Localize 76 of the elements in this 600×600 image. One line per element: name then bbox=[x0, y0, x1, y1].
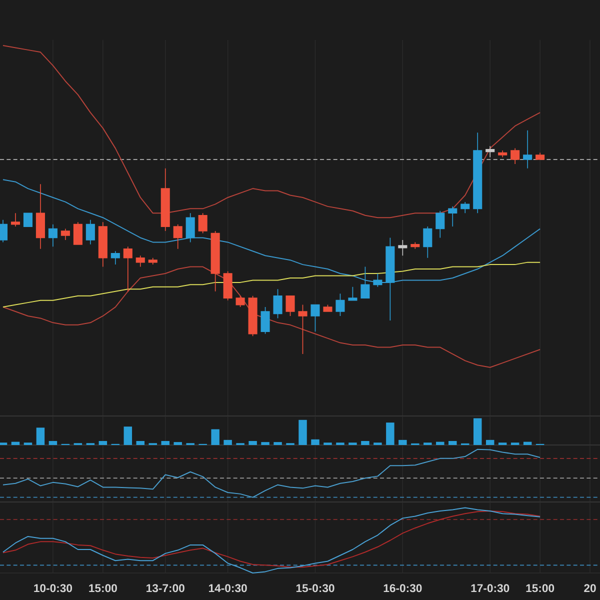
candlestick bbox=[486, 146, 495, 158]
bar bbox=[124, 426, 132, 445]
candlestick bbox=[173, 224, 182, 250]
candlestick bbox=[298, 304, 308, 354]
candlestick bbox=[410, 242, 420, 250]
bar bbox=[486, 440, 494, 445]
bar bbox=[48, 440, 58, 445]
candlestick bbox=[123, 246, 132, 292]
bar bbox=[136, 440, 145, 445]
candlestick bbox=[260, 306, 270, 334]
candlestick bbox=[286, 295, 295, 316]
candlestick bbox=[436, 210, 445, 238]
bar bbox=[174, 442, 182, 445]
candlestick bbox=[248, 295, 258, 336]
candlestick bbox=[23, 212, 32, 227]
x-tick-label: 15-0:30 bbox=[296, 584, 334, 592]
candlestick bbox=[336, 293, 345, 316]
bar bbox=[311, 439, 320, 445]
candlestick bbox=[110, 250, 120, 265]
candlestick bbox=[273, 288, 282, 319]
candlestick bbox=[0, 219, 8, 243]
candlestick bbox=[36, 184, 45, 250]
x-tick-label: 15:00 bbox=[526, 584, 554, 592]
candlestick bbox=[460, 202, 470, 214]
candlestick bbox=[60, 228, 70, 240]
bar bbox=[386, 422, 394, 445]
candlestick bbox=[223, 270, 232, 301]
candlestick bbox=[236, 295, 245, 308]
candlestick bbox=[148, 257, 158, 265]
candlestick bbox=[186, 212, 195, 243]
bar bbox=[11, 442, 20, 445]
bar bbox=[274, 442, 282, 445]
bar bbox=[211, 429, 220, 445]
x-tick-label: 13-7:00 bbox=[146, 584, 184, 592]
candlestick bbox=[310, 304, 320, 332]
x-tick-label: 15:00 bbox=[89, 584, 117, 592]
bar bbox=[473, 418, 482, 445]
candlestick bbox=[473, 132, 482, 214]
candlestick bbox=[10, 212, 20, 227]
candlestick bbox=[373, 273, 382, 288]
x-tick-label: 20 bbox=[584, 584, 596, 592]
candlestick bbox=[136, 255, 145, 268]
bar bbox=[36, 428, 45, 445]
candlestick bbox=[386, 237, 395, 321]
x-tick-label: 14-0:30 bbox=[208, 584, 247, 592]
bar bbox=[98, 440, 108, 445]
candlestick bbox=[348, 286, 358, 301]
candlestick bbox=[98, 222, 108, 268]
candlestick bbox=[160, 168, 170, 232]
candlestick bbox=[423, 226, 432, 258]
candlestick bbox=[210, 230, 220, 292]
x-tick-label: 16-0:30 bbox=[384, 584, 422, 592]
bar bbox=[448, 440, 457, 445]
candlestick bbox=[498, 150, 508, 158]
candlestick bbox=[86, 219, 95, 245]
bar bbox=[161, 440, 170, 445]
x-tick-label: 17-0:30 bbox=[471, 584, 510, 592]
bar bbox=[261, 442, 270, 445]
candlestick bbox=[323, 304, 332, 312]
candlestick bbox=[523, 130, 532, 169]
candlestick bbox=[360, 266, 370, 298]
bar bbox=[436, 442, 444, 445]
x-tick-label: 10-0:30 bbox=[34, 584, 72, 592]
candlestick bbox=[48, 224, 58, 248]
bar bbox=[523, 442, 532, 445]
candlestick bbox=[398, 240, 408, 256]
candlestick bbox=[73, 222, 82, 245]
bar bbox=[398, 440, 407, 445]
candlestick bbox=[198, 212, 208, 234]
bar bbox=[224, 440, 232, 445]
bar bbox=[361, 440, 370, 445]
candlestick bbox=[536, 152, 545, 160]
candlestick bbox=[448, 206, 458, 227]
bar bbox=[298, 420, 307, 445]
candlestick bbox=[510, 148, 520, 164]
bar bbox=[248, 440, 257, 445]
